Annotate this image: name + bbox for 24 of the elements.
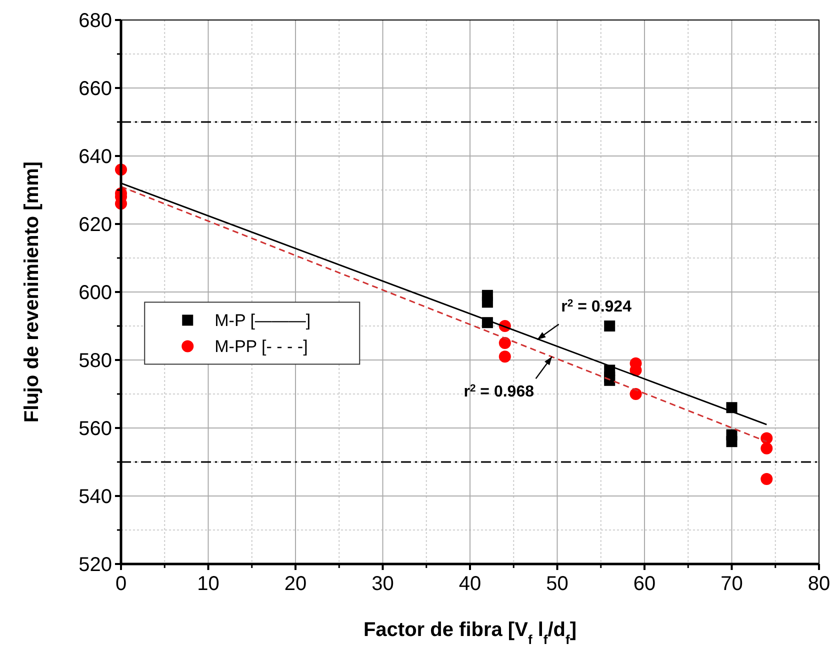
x-tick-label: 60: [633, 573, 656, 595]
y-tick-label: 600: [78, 282, 112, 304]
y-tick-label: 540: [78, 486, 112, 508]
legend-label: M-P [———]: [214, 311, 311, 330]
x-tick-label: 50: [546, 573, 568, 595]
x-tick-label: 70: [720, 573, 743, 595]
y-tick-label: 520: [78, 554, 112, 576]
x-tick-label: 20: [284, 573, 307, 595]
y-tick-label: 620: [78, 214, 112, 236]
x-tick-label: 10: [197, 573, 220, 595]
x-axis-title: Factor de fibra [V$_{f}$ l$_{f}$/d$_{f}$]: [363, 619, 577, 646]
x-tick-label: 40: [458, 573, 482, 595]
annotation: r$^{2}$ = 0.968: [464, 383, 534, 401]
x-tick-label: 80: [808, 573, 830, 595]
y-tick-label: 580: [78, 350, 112, 372]
x-tick-label: 0: [115, 573, 127, 595]
y-tick-label: 640: [78, 146, 112, 168]
y-tick-label: 560: [78, 418, 112, 440]
annotation: r$^{2}$ = 0.924: [561, 298, 632, 316]
legend-label: M-PP [- - - -]: [214, 337, 308, 356]
y-axis-title: Flujo de revenimiento [mm]: [21, 161, 43, 423]
y-tick-label: 660: [78, 78, 112, 100]
x-tick-label: 30: [372, 573, 394, 595]
y-tick-label: 680: [78, 10, 112, 32]
